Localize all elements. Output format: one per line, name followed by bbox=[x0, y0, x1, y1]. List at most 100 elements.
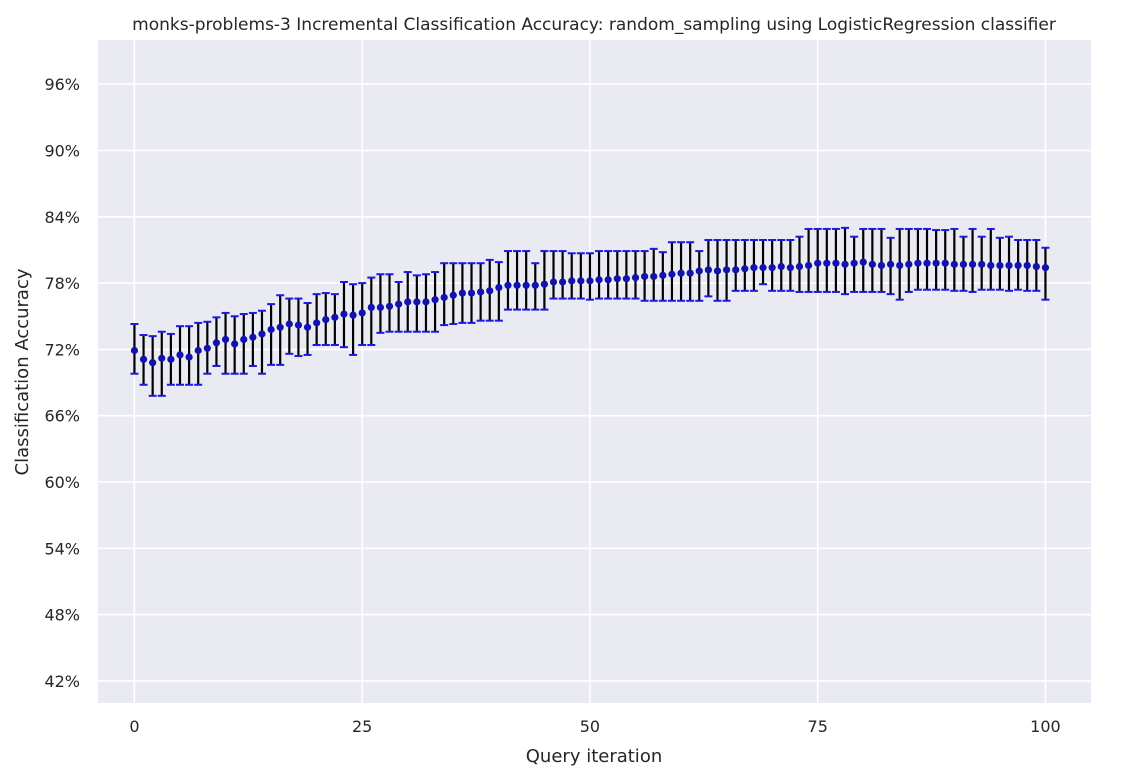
errorbar bbox=[522, 250, 531, 311]
data-point bbox=[285, 320, 293, 328]
data-point bbox=[486, 287, 494, 295]
data-point bbox=[641, 272, 649, 281]
data-point bbox=[905, 260, 913, 268]
data-point bbox=[559, 278, 567, 286]
marker-layer bbox=[130, 258, 1050, 367]
data-point bbox=[659, 271, 667, 279]
errorbar bbox=[558, 250, 567, 300]
data-point bbox=[349, 311, 357, 319]
data-point bbox=[959, 260, 968, 268]
data-point bbox=[467, 289, 476, 297]
data-point bbox=[604, 276, 612, 284]
data-point bbox=[504, 281, 512, 289]
y-tick-label: 84% bbox=[44, 208, 80, 227]
data-point bbox=[367, 303, 375, 312]
y-tick-label: 96% bbox=[44, 75, 80, 94]
errorbar bbox=[540, 250, 549, 311]
errorbar bbox=[604, 250, 613, 300]
data-point bbox=[722, 266, 731, 274]
errorbar bbox=[376, 273, 385, 334]
data-point bbox=[231, 340, 239, 348]
data-point bbox=[859, 258, 867, 266]
data-point bbox=[732, 266, 740, 274]
data-point bbox=[203, 344, 211, 352]
data-point bbox=[249, 333, 257, 341]
data-point bbox=[1041, 264, 1050, 272]
data-point bbox=[276, 323, 284, 331]
x-axis-label: Query iteration bbox=[526, 746, 662, 767]
data-point bbox=[914, 259, 922, 267]
data-point bbox=[568, 277, 576, 285]
errorbar bbox=[585, 252, 594, 301]
errorbar bbox=[950, 227, 959, 292]
x-tick-label: 100 bbox=[1030, 717, 1061, 736]
y-tick-label: 42% bbox=[44, 672, 80, 691]
data-point bbox=[741, 265, 749, 273]
data-point bbox=[595, 276, 603, 284]
errorbar bbox=[513, 250, 522, 311]
errorbar bbox=[904, 227, 913, 293]
errorbar bbox=[494, 261, 503, 322]
errorbar bbox=[349, 283, 358, 356]
data-point bbox=[540, 280, 548, 288]
errorbar bbox=[731, 239, 740, 292]
data-point bbox=[650, 272, 658, 281]
data-point bbox=[513, 281, 521, 289]
data-point bbox=[522, 281, 530, 289]
data-point bbox=[395, 300, 403, 308]
x-tick-label: 50 bbox=[580, 717, 600, 736]
data-point bbox=[686, 269, 694, 277]
errorbar bbox=[549, 250, 558, 300]
data-point bbox=[495, 283, 503, 292]
data-point bbox=[996, 261, 1004, 270]
data-point bbox=[987, 261, 995, 270]
y-tick-label: 78% bbox=[44, 274, 80, 293]
data-point bbox=[158, 354, 166, 362]
errorbar bbox=[923, 227, 932, 291]
data-point bbox=[303, 323, 312, 331]
data-point bbox=[586, 277, 594, 285]
errorbar bbox=[986, 227, 995, 291]
data-point bbox=[413, 298, 421, 306]
data-point bbox=[340, 310, 348, 318]
data-point bbox=[294, 321, 303, 329]
x-tick-labels: 0 25 50 75 100 bbox=[129, 717, 1060, 736]
data-point bbox=[531, 281, 539, 289]
y-tick-label: 54% bbox=[44, 539, 80, 558]
errorbar-layer bbox=[130, 226, 1050, 397]
data-point bbox=[923, 259, 931, 267]
errorbar bbox=[157, 330, 166, 397]
data-point bbox=[477, 288, 485, 296]
errorbar bbox=[877, 227, 886, 293]
errorbar bbox=[968, 227, 977, 293]
data-point bbox=[704, 266, 712, 274]
data-point bbox=[549, 278, 558, 286]
data-point bbox=[313, 319, 321, 327]
data-point bbox=[713, 267, 722, 275]
y-tick-label: 90% bbox=[44, 142, 80, 161]
errorbar bbox=[576, 252, 585, 300]
data-point bbox=[932, 259, 940, 267]
data-point bbox=[258, 330, 266, 338]
data-point bbox=[841, 260, 849, 268]
data-point bbox=[358, 309, 366, 317]
errorbar bbox=[613, 250, 622, 300]
data-point bbox=[759, 264, 767, 272]
errorbar bbox=[257, 309, 266, 375]
data-point bbox=[449, 291, 457, 299]
data-point bbox=[777, 262, 785, 271]
x-tick-label: 75 bbox=[808, 717, 828, 736]
data-point bbox=[941, 259, 949, 267]
data-point bbox=[1014, 261, 1022, 270]
plot-background bbox=[98, 40, 1091, 703]
data-point bbox=[886, 260, 895, 268]
errorbar bbox=[239, 313, 248, 375]
data-point bbox=[458, 289, 467, 297]
data-point bbox=[950, 260, 958, 268]
data-point bbox=[212, 339, 221, 347]
errorbar bbox=[595, 250, 604, 300]
data-point bbox=[750, 264, 758, 272]
errorbar bbox=[913, 227, 922, 291]
data-point bbox=[1005, 261, 1013, 270]
errorbar bbox=[367, 276, 376, 346]
